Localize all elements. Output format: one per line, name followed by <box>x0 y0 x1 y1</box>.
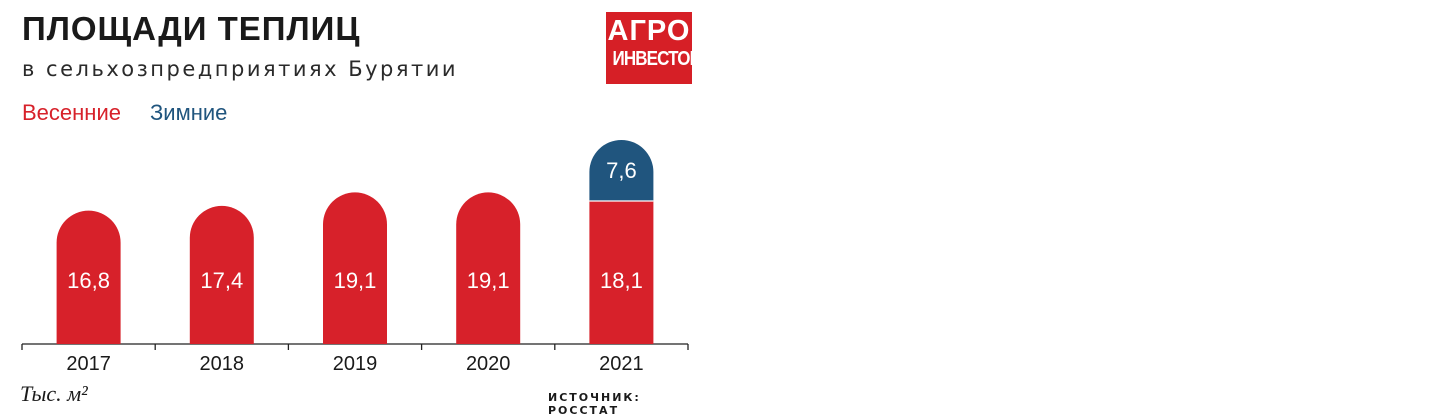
bar-2017-spring <box>56 210 121 344</box>
source-label: ИСТОЧНИК: РОССТАТ <box>548 391 641 417</box>
x-tick-label: 2018 <box>200 353 245 375</box>
bar-2020-spring <box>456 192 521 344</box>
data-label: 19,1 <box>467 268 510 293</box>
bar-2018-spring <box>189 205 254 344</box>
legend-spring: Весенние <box>22 100 121 125</box>
logo-line-1: АГРО <box>607 15 691 47</box>
bar-2019-spring <box>323 192 387 344</box>
bar-2021-winter <box>589 140 654 201</box>
x-tick-label: 2017 <box>66 353 111 375</box>
legend-winter: Зимние <box>150 100 228 125</box>
data-label: 16,8 <box>67 268 110 293</box>
x-tick-label: 2020 <box>466 353 511 375</box>
data-label: 17,4 <box>200 268 243 293</box>
data-label: 7,6 <box>606 158 637 183</box>
chart-subtitle: в сельхозпредприятиях Бурятии <box>22 57 459 81</box>
x-tick-label: 2021 <box>599 353 644 375</box>
infographic: ПЛОЩАДИ ТЕПЛИЦ в сельхозпредприятиях Бур… <box>0 0 701 420</box>
agroinvestor-logo: АГРО ИНВЕСТОР <box>606 12 701 84</box>
data-label: 18,1 <box>600 268 643 293</box>
bar-chart: 16,8 2017 17,4 2018 19,1 2019 19,1 2020 18,1 7,6 2… <box>21 140 689 375</box>
unit-label: Тыс. м² <box>20 381 88 406</box>
chart-title: ПЛОЩАДИ ТЕПЛИЦ <box>22 10 361 47</box>
x-tick-label: 2019 <box>333 353 378 375</box>
data-label: 19,1 <box>334 268 377 293</box>
bar-2021-spring <box>589 200 654 344</box>
logo-line-2: ИНВЕСТОР <box>612 48 701 70</box>
